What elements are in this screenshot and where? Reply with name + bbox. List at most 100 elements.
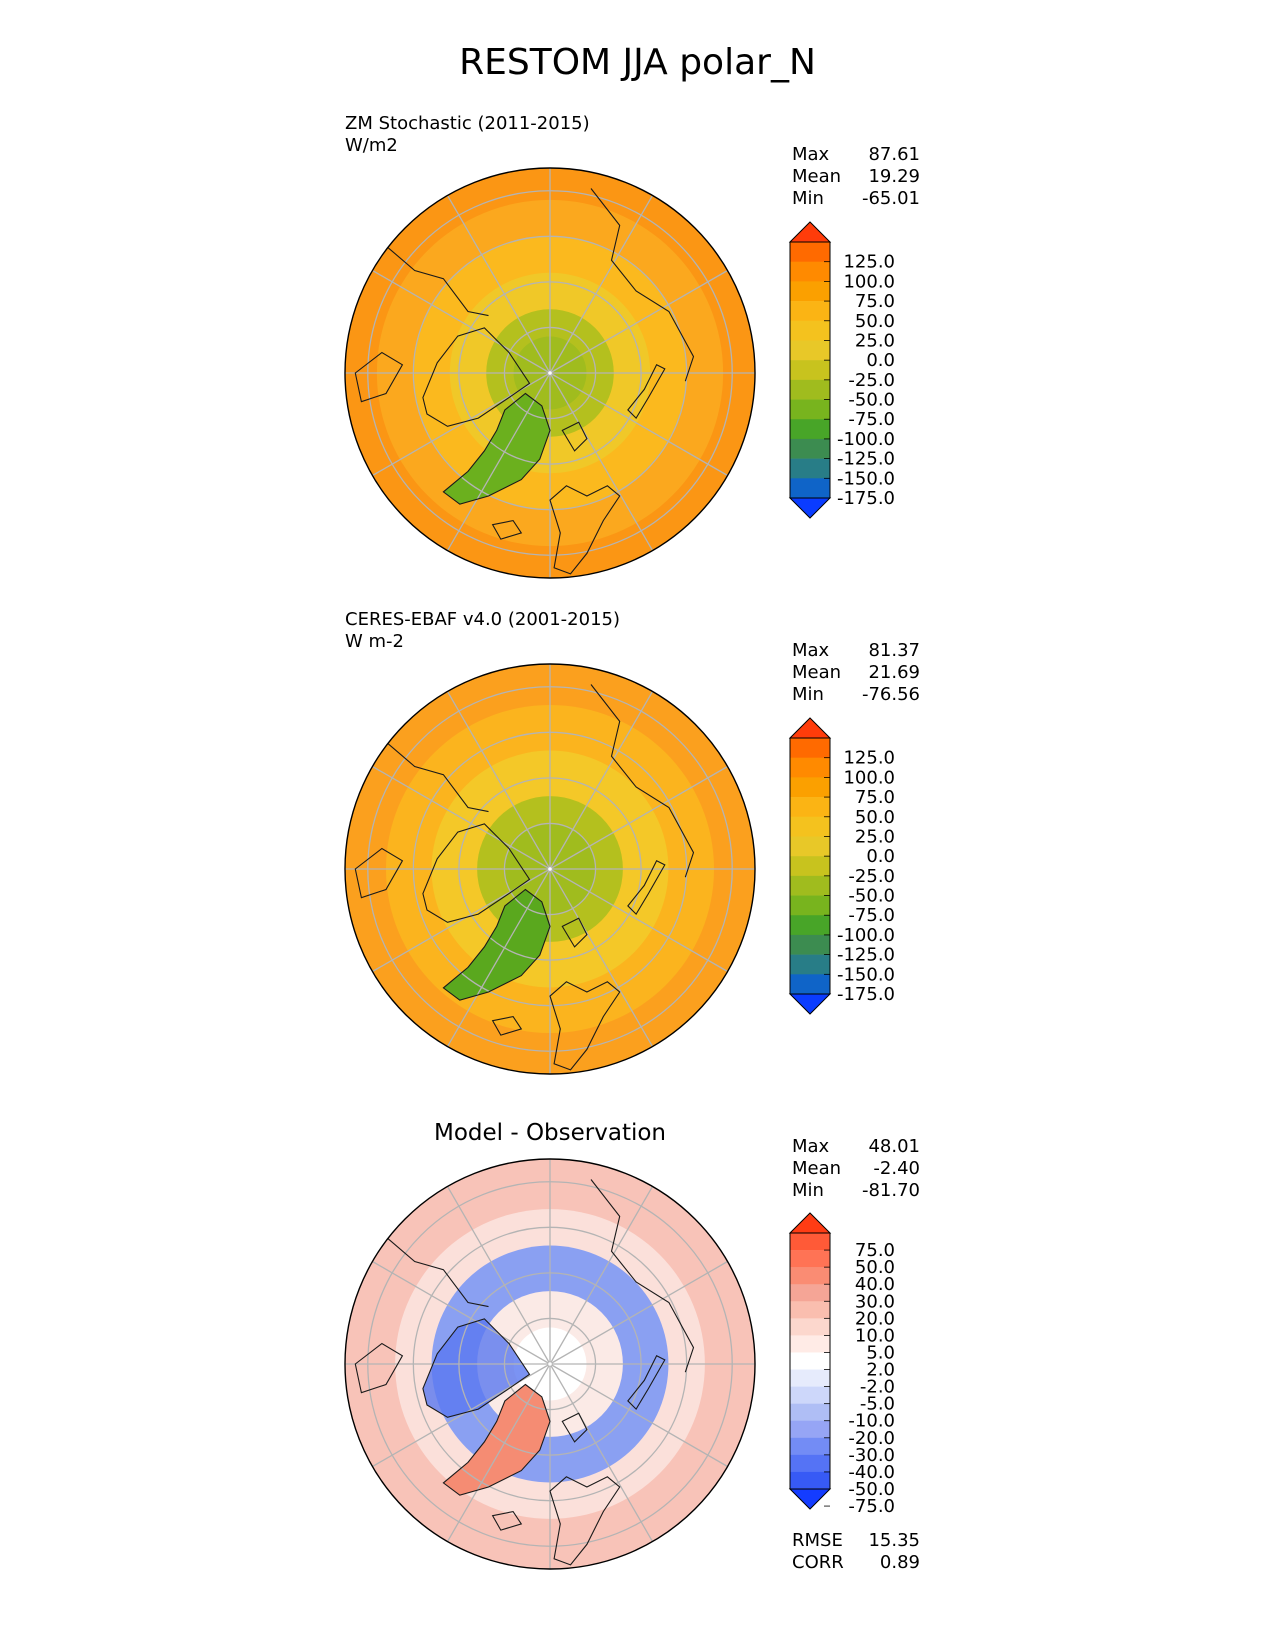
alaska-outline: [354, 351, 404, 403]
colorbar-bin-12: [790, 954, 830, 975]
meridian-5: [549, 372, 654, 551]
colorbar-observation: 125.0100.075.050.025.00.0-25.0-50.0-75.0…: [788, 717, 895, 1015]
coastlines: [354, 1179, 695, 1566]
colorbar-frame: [789, 737, 831, 995]
alaska-outline: [354, 1342, 404, 1394]
colorbar-tick-label: -50.0: [848, 390, 895, 411]
meridian-7: [446, 372, 551, 551]
arctic-archipelago-outline: [422, 823, 531, 923]
scandinavia-outline: [549, 981, 621, 1071]
stat-max-value: 48.01: [868, 1136, 920, 1157]
alaska-outline: [354, 847, 404, 899]
graticule: [345, 664, 755, 1074]
colorbar-tick-label: 25.0: [855, 826, 895, 847]
colorbar-bin-1: [790, 242, 830, 262]
colorbar-tick-label: -25.0: [848, 370, 895, 391]
polar-map-difference: [344, 1158, 756, 1570]
colorbar-tick-label: -75.0: [848, 409, 895, 430]
colorbar-tick-label: -100.0: [837, 925, 895, 946]
eurasia-coastline: [590, 188, 695, 382]
colorbar-bin-8: [790, 1352, 830, 1370]
greenland-outline: [442, 1383, 551, 1496]
stat-min-value: -81.70: [861, 1180, 920, 1201]
meridian-1: [549, 195, 654, 374]
colorbar-tick-label: 25.0: [855, 330, 895, 351]
panel-diff-title: Model - Observation: [433, 1120, 667, 1146]
colorbar-tick-label: 125.0: [843, 252, 895, 273]
arctic-archipelago-outline: [422, 1318, 531, 1418]
map-field: [345, 1159, 755, 1569]
colorbar-tick-label: 100.0: [843, 767, 895, 788]
meridian-11: [446, 1186, 551, 1365]
colorbar-tick-label: -75.0: [848, 1496, 895, 1517]
meridian-11: [446, 691, 551, 870]
stat-mean-value: 21.69: [868, 662, 920, 683]
stat-mean-value: 19.29: [868, 166, 920, 187]
panel-diff-extra-stats: RMSE 15.35 CORR 0.89: [792, 1530, 920, 1574]
colorbar-frame: [789, 1232, 831, 1490]
colorbar-tick-label: -2.0: [860, 1377, 895, 1398]
colorbar-bin-5: [790, 1301, 830, 1319]
colorbar-tick-label: -5.0: [860, 1394, 895, 1415]
meridian-10: [372, 1260, 551, 1365]
colorbar-tick-label: -125.0: [837, 945, 895, 966]
panel-model-stats: Max 87.61 Mean 19.29 Min -65.01: [792, 144, 920, 210]
colorbar-bin-13: [790, 974, 830, 995]
panel-diff-stats: Max 48.01 Mean -2.40 Min -81.70: [792, 1136, 920, 1202]
meridian-7: [446, 868, 551, 1047]
colorbar-tick-label: 30.0: [855, 1291, 895, 1312]
meridian-4: [549, 372, 728, 477]
greenland-outline: [442, 888, 551, 1001]
north-pole-marker: [548, 1362, 552, 1366]
colorbar-bin-15: [790, 1471, 830, 1490]
polar-map-model: [344, 167, 756, 579]
stat-mean-label: Mean: [792, 1158, 842, 1179]
colorbar-bin-3: [790, 1267, 830, 1285]
figure-title: RESTOM JJA polar_N: [459, 42, 816, 83]
polar-map-observation: [344, 663, 756, 1075]
colorbar-bin-5: [790, 320, 830, 341]
scandinavia-outline: [549, 485, 621, 575]
colorbar-tick-label: -125.0: [837, 449, 895, 470]
panel-obs-name: CERES-EBAF v4.0 (2001-2015): [345, 609, 621, 630]
colorbar-frame: [789, 241, 831, 499]
colorbar-bin-1: [790, 738, 830, 758]
colorbar-tick-label: 2.0: [866, 1360, 895, 1381]
stat-max-label: Max: [792, 640, 830, 661]
arctic-archipelago-outline: [422, 327, 531, 427]
colorbar-tick-label: -175.0: [837, 984, 895, 1005]
iceland-outline: [491, 1510, 523, 1531]
north-pole-marker: [548, 867, 552, 871]
colorbar-bin-13: [790, 1437, 830, 1456]
stat-min-value: -65.01: [861, 188, 920, 209]
colorbar-bin-6: [790, 836, 830, 857]
colorbar-bin-13: [790, 478, 830, 499]
colorbar-max-extend: [788, 1212, 832, 1234]
colorbar-tick-label: -10.0: [848, 1411, 895, 1432]
stat-mean-label: Mean: [792, 166, 842, 187]
colorbar-tick-label: 5.0: [866, 1342, 895, 1363]
colorbar-bin-12: [790, 458, 830, 479]
map-boundary: [344, 663, 756, 1075]
svalbard-outline: [561, 917, 588, 948]
colorbar-bin-3: [790, 777, 830, 798]
colorbar-bin-10: [790, 915, 830, 936]
eurasia-coastline: [590, 684, 695, 878]
colorbar-bin-7: [790, 1335, 830, 1353]
colorbar-tick-label: -50.0: [848, 1479, 895, 1500]
colorbar-tick-label: -175.0: [837, 488, 895, 509]
colorbar-tick-label: -100.0: [837, 429, 895, 450]
colorbar-bin-4: [790, 797, 830, 818]
meridian-7: [446, 1363, 551, 1542]
colorbar-bin-5: [790, 816, 830, 837]
meridian-2: [549, 765, 728, 870]
colorbar-tick-label: 125.0: [843, 748, 895, 769]
colorbar-tick-label: 0.0: [866, 350, 895, 371]
stat-max-value: 87.61: [868, 144, 920, 165]
novaya-zemlya-outline: [627, 364, 666, 419]
colorbar-bin-1: [790, 1233, 830, 1251]
colorbar-tick-label: -50.0: [848, 886, 895, 907]
eurasia-coastline: [590, 1179, 695, 1373]
map-boundary: [344, 1158, 756, 1570]
colorbar-bin-3: [790, 281, 830, 302]
